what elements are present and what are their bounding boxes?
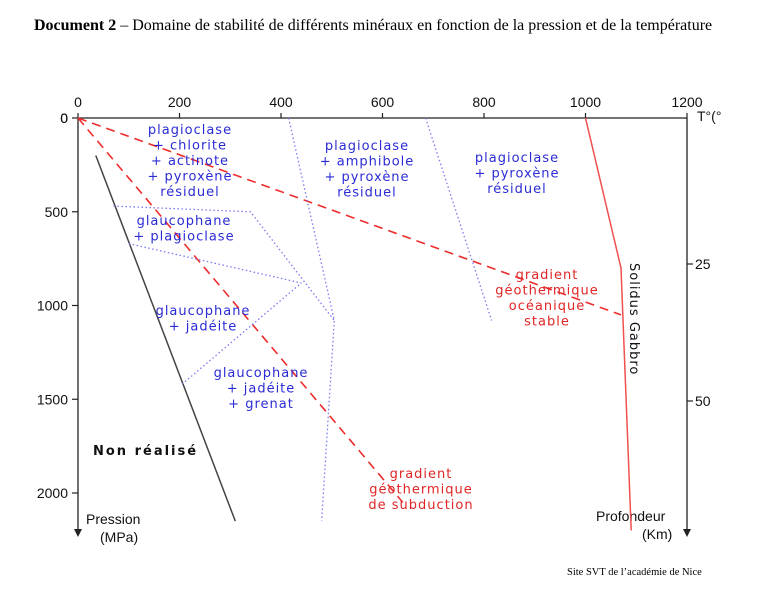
- document-label: Document 2: [34, 17, 117, 34]
- gradient-ocean-label: océanique: [509, 299, 585, 314]
- series-boundary-4: [287, 117, 335, 522]
- field-label-f2: + pyroxène: [324, 170, 409, 185]
- field-label-f3: + pyroxène: [474, 167, 559, 182]
- field-label-f5: + jadéite: [169, 320, 238, 335]
- series-gradient-g-othermique-oc-anique-stable: [77, 117, 622, 316]
- source-credit: Site SVT de l’académie de Nice: [567, 567, 702, 578]
- y-right-tick-label: 25: [695, 256, 711, 272]
- field-label-f1: plagioclase: [148, 123, 232, 138]
- x-tick-label: 800: [472, 94, 496, 110]
- gradient-subduction-label: de subduction: [368, 498, 473, 513]
- y-left-tick-label: 0: [60, 110, 68, 126]
- field-label-f6: + jadéite: [227, 382, 296, 397]
- y-right-tick-label: 50: [695, 393, 711, 409]
- field-label-f1: + pyroxène: [147, 170, 232, 185]
- labels-group: plagioclase+ chlorite+ actinote+ pyroxèn…: [93, 123, 641, 513]
- y-left-axis-title: Pression: [86, 511, 140, 527]
- x-tick-label: 0: [74, 94, 82, 110]
- gradient-ocean-label: gradient: [516, 268, 579, 283]
- series-group: [77, 117, 632, 531]
- field-label-f2: plagioclase: [325, 139, 409, 154]
- y-left-tick-label: 2000: [37, 485, 68, 501]
- field-label-f4: + plagioclase: [133, 230, 234, 245]
- field-label-f1: résiduel: [160, 185, 220, 200]
- y-axis-left-arrow: [74, 529, 82, 537]
- x-tick-label: 1200: [671, 94, 702, 110]
- field-label-f2: + amphibole: [320, 155, 415, 170]
- document-title-text: – Domaine de stabilité de différents min…: [116, 17, 713, 34]
- x-tick-label: 200: [168, 94, 192, 110]
- gradient-ocean-label: stable: [524, 315, 570, 330]
- series-solidus-gabbro: [584, 117, 632, 531]
- field-label-f1: + actinote: [151, 154, 229, 169]
- gradient-ocean-label: géothermique: [495, 284, 598, 299]
- field-label-f6: + grenat: [228, 397, 294, 412]
- gradient-subduction-label: géothermique: [369, 483, 472, 498]
- origin-tick-label: 0: [60, 110, 68, 126]
- field-label-f4: glaucophane: [137, 214, 232, 229]
- series-boundary-5: [424, 117, 493, 321]
- series-gradient-g-othermique-de-subduction: [77, 117, 404, 503]
- y-left-axis-unit: (MPa): [100, 529, 138, 545]
- solidus-gabbro-label: Solidus Gabbro: [626, 263, 641, 375]
- gradient-subduction-label: gradient: [390, 467, 453, 482]
- x-tick-label: 1000: [570, 94, 601, 110]
- series-boundary-3: [95, 155, 237, 522]
- y-left-tick-label: 500: [45, 204, 69, 220]
- x-tick-label: 600: [371, 94, 395, 110]
- y-left-tick-label: 1500: [37, 391, 68, 407]
- y-axis-right-arrow: [683, 529, 691, 537]
- x-tick-label: 400: [269, 94, 293, 110]
- field-label-f3: résiduel: [487, 182, 547, 197]
- y-right-axis-unit: (Km): [642, 526, 672, 542]
- document-title: Document 2 – Domaine de stabilité de dif…: [34, 16, 754, 35]
- field-label-f6: glaucophane: [214, 366, 309, 381]
- x-axis-title: T°(°: [697, 108, 721, 124]
- field-label-f3: plagioclase: [475, 151, 559, 166]
- field-label-f1: + chlorite: [153, 139, 227, 154]
- series-boundary-7: [128, 242, 302, 284]
- field-label-f5: glaucophane: [156, 304, 251, 319]
- y-left-tick-label: 1000: [37, 298, 68, 314]
- non-realise-label: Non réalisé: [93, 444, 198, 459]
- field-label-f2: résiduel: [337, 186, 397, 201]
- series-boundary-6: [113, 205, 335, 321]
